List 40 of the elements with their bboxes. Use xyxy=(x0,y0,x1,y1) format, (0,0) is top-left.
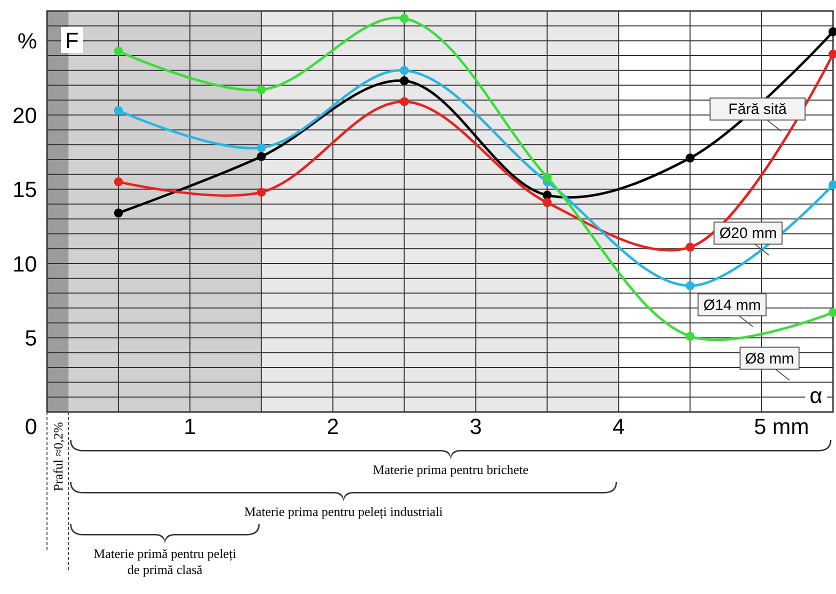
point xyxy=(256,143,266,152)
point xyxy=(400,66,409,75)
point xyxy=(542,172,552,182)
point xyxy=(686,332,695,341)
x-tick-label: 0 xyxy=(24,414,38,439)
y-tick-label: 15 xyxy=(12,177,37,202)
point xyxy=(400,97,409,106)
x-tick-label: 3 xyxy=(470,414,482,439)
y-tick-label: % xyxy=(17,28,37,54)
text: Materie prima pentru peleți industriali xyxy=(244,504,444,519)
series-label: Ø8 mm xyxy=(745,350,794,368)
text: Materie prima pentru brichete xyxy=(372,462,529,477)
point xyxy=(686,281,695,290)
point xyxy=(114,46,123,56)
text: Materie primă pentru peleți de primă clasă xyxy=(94,546,237,577)
point xyxy=(686,154,695,163)
point xyxy=(256,152,266,162)
point xyxy=(256,85,266,94)
point xyxy=(542,190,552,200)
x-tick-label: 1 xyxy=(184,414,196,439)
point xyxy=(114,106,123,116)
y-tick-label: 20 xyxy=(12,102,37,128)
y-tick-label: 5 xyxy=(24,326,37,351)
point xyxy=(256,188,266,197)
series-label: Ø14 mm xyxy=(703,296,761,314)
x-axis-title: α xyxy=(810,383,823,408)
y-axis-title: F xyxy=(65,28,79,53)
point xyxy=(114,208,123,218)
point xyxy=(400,14,409,23)
y-tick-label: 10 xyxy=(12,251,37,276)
point xyxy=(686,242,695,252)
point xyxy=(114,177,123,186)
point xyxy=(400,76,409,86)
series-label: Ø20 mm xyxy=(719,225,777,242)
text: Praful ≈0,2% xyxy=(50,422,66,492)
x-tick-label: 4 xyxy=(612,414,625,439)
series-label: Fără sită xyxy=(728,101,788,118)
point xyxy=(542,198,552,208)
x-tick-label: 5 mm xyxy=(754,414,810,439)
x-tick-label: 2 xyxy=(326,414,339,439)
